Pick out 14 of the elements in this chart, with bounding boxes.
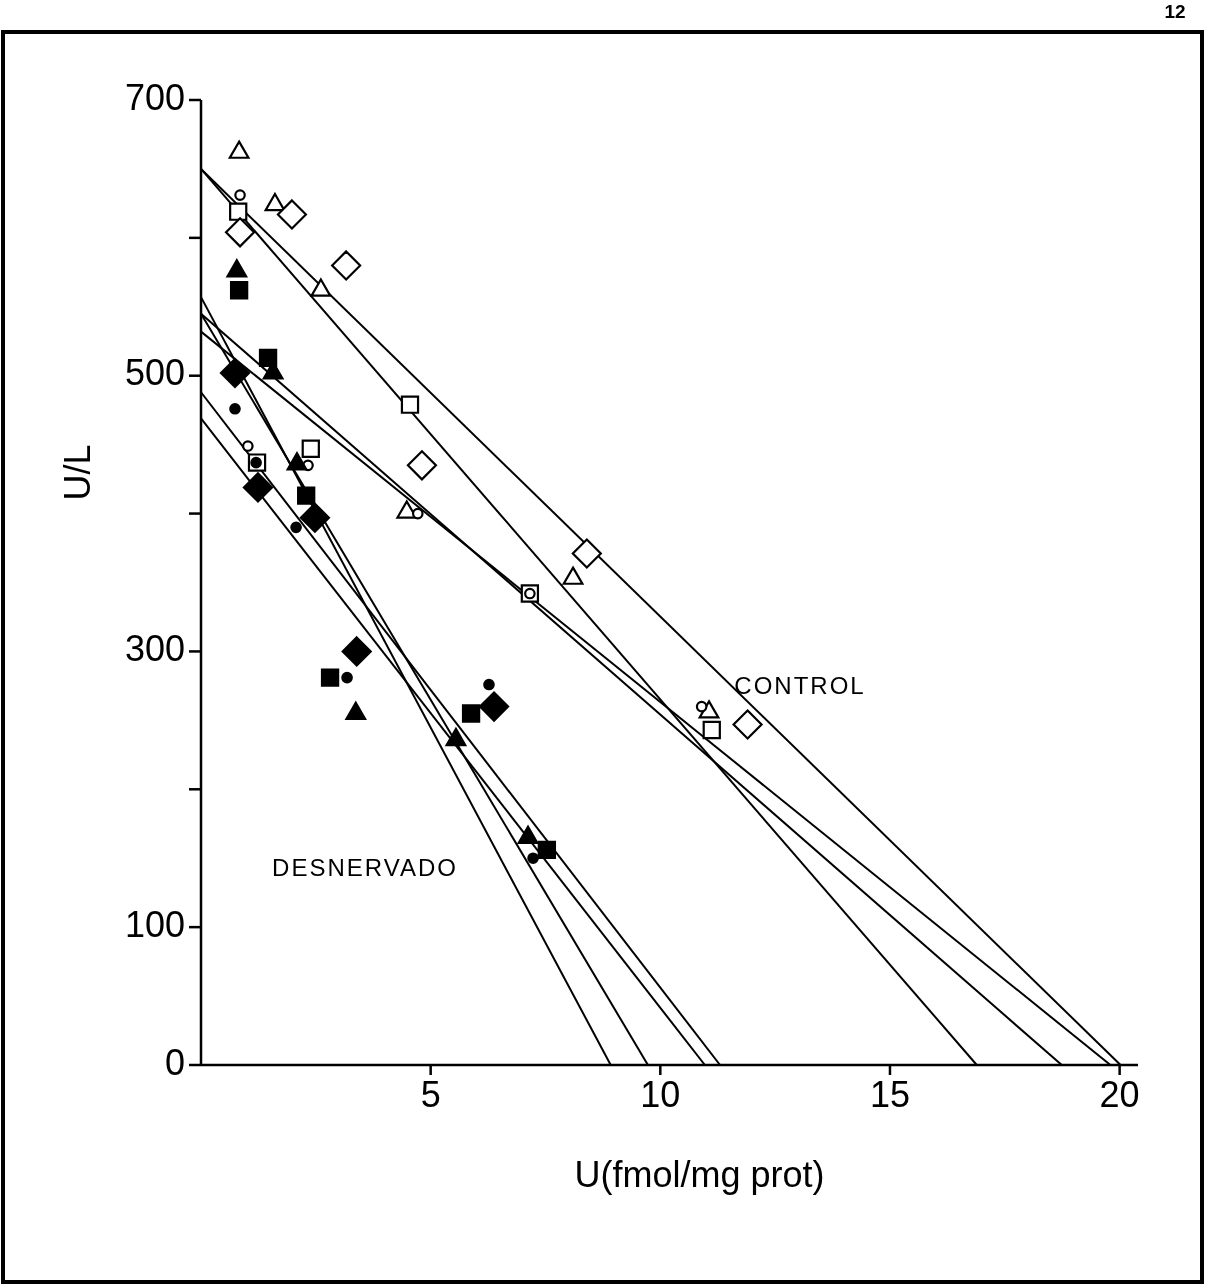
y-tick-label: 500 — [124, 352, 185, 394]
text: 12 — [1164, 1, 1186, 23]
y-axis-title: U/L — [56, 444, 98, 501]
x-axis-title: U(fmol/mg prot) — [574, 1154, 825, 1195]
y-tick-label: 100 — [124, 903, 185, 945]
y-tick-label: 300 — [124, 627, 185, 669]
y-tick-label: 0 — [164, 1041, 185, 1083]
annotation: CONTROL — [734, 672, 866, 700]
x-tick-label: 20 — [1099, 1074, 1140, 1115]
y-tick-label: 700 — [124, 76, 185, 118]
x-tick-label: 15 — [869, 1074, 910, 1115]
annotation: DESNERVADO — [272, 854, 458, 882]
x-tick-label: 10 — [640, 1074, 681, 1115]
x-tick-label: 5 — [420, 1074, 441, 1115]
